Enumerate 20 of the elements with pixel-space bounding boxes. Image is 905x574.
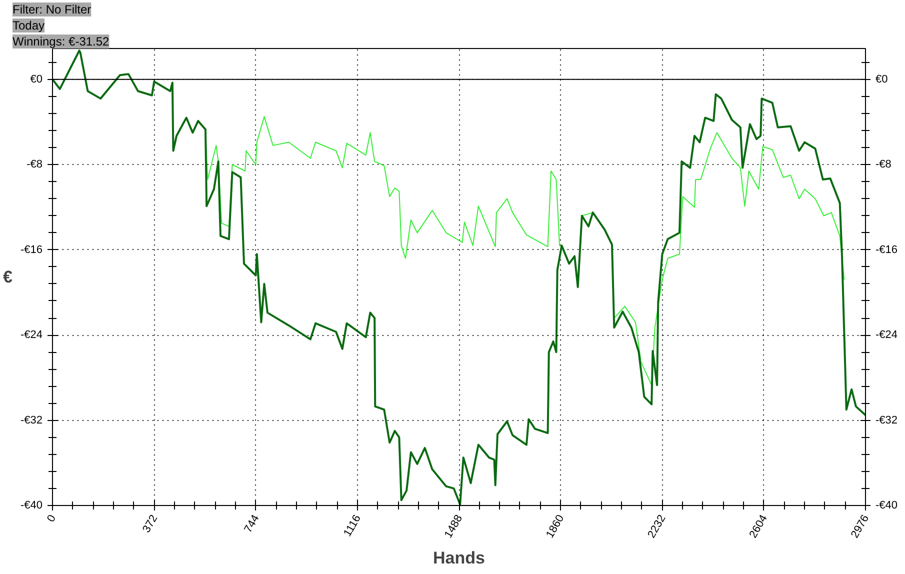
- annotation: Winnings: €-31.52: [12, 34, 110, 48]
- y-tick-label: €0: [30, 73, 43, 86]
- x-tick-label: 744: [242, 512, 262, 535]
- y2-tick-label: -€16: [876, 244, 898, 256]
- y-tick-label: -€32: [20, 414, 43, 426]
- y-tick-label: -€40: [20, 500, 43, 512]
- text: Filter: No Filter: [12, 2, 92, 16]
- x-axis-title: Hands: [433, 548, 485, 568]
- y-tick-label: -€16: [20, 244, 43, 256]
- text: Today: [12, 18, 45, 32]
- x-tick-label: 372: [140, 512, 160, 535]
- x-tick-label: 0: [45, 512, 59, 524]
- y-tick-label: -€24: [20, 329, 43, 342]
- y2-tick-label: -€32: [876, 414, 898, 426]
- y2-tick-label: -€8: [876, 158, 892, 171]
- y2-tick-label: -€40: [876, 500, 898, 512]
- y-tick-label: -€8: [26, 158, 43, 171]
- y2-tick-label: €0: [876, 73, 888, 86]
- y-axis-title: €: [3, 268, 14, 286]
- y2-tick-label: -€24: [876, 329, 898, 342]
